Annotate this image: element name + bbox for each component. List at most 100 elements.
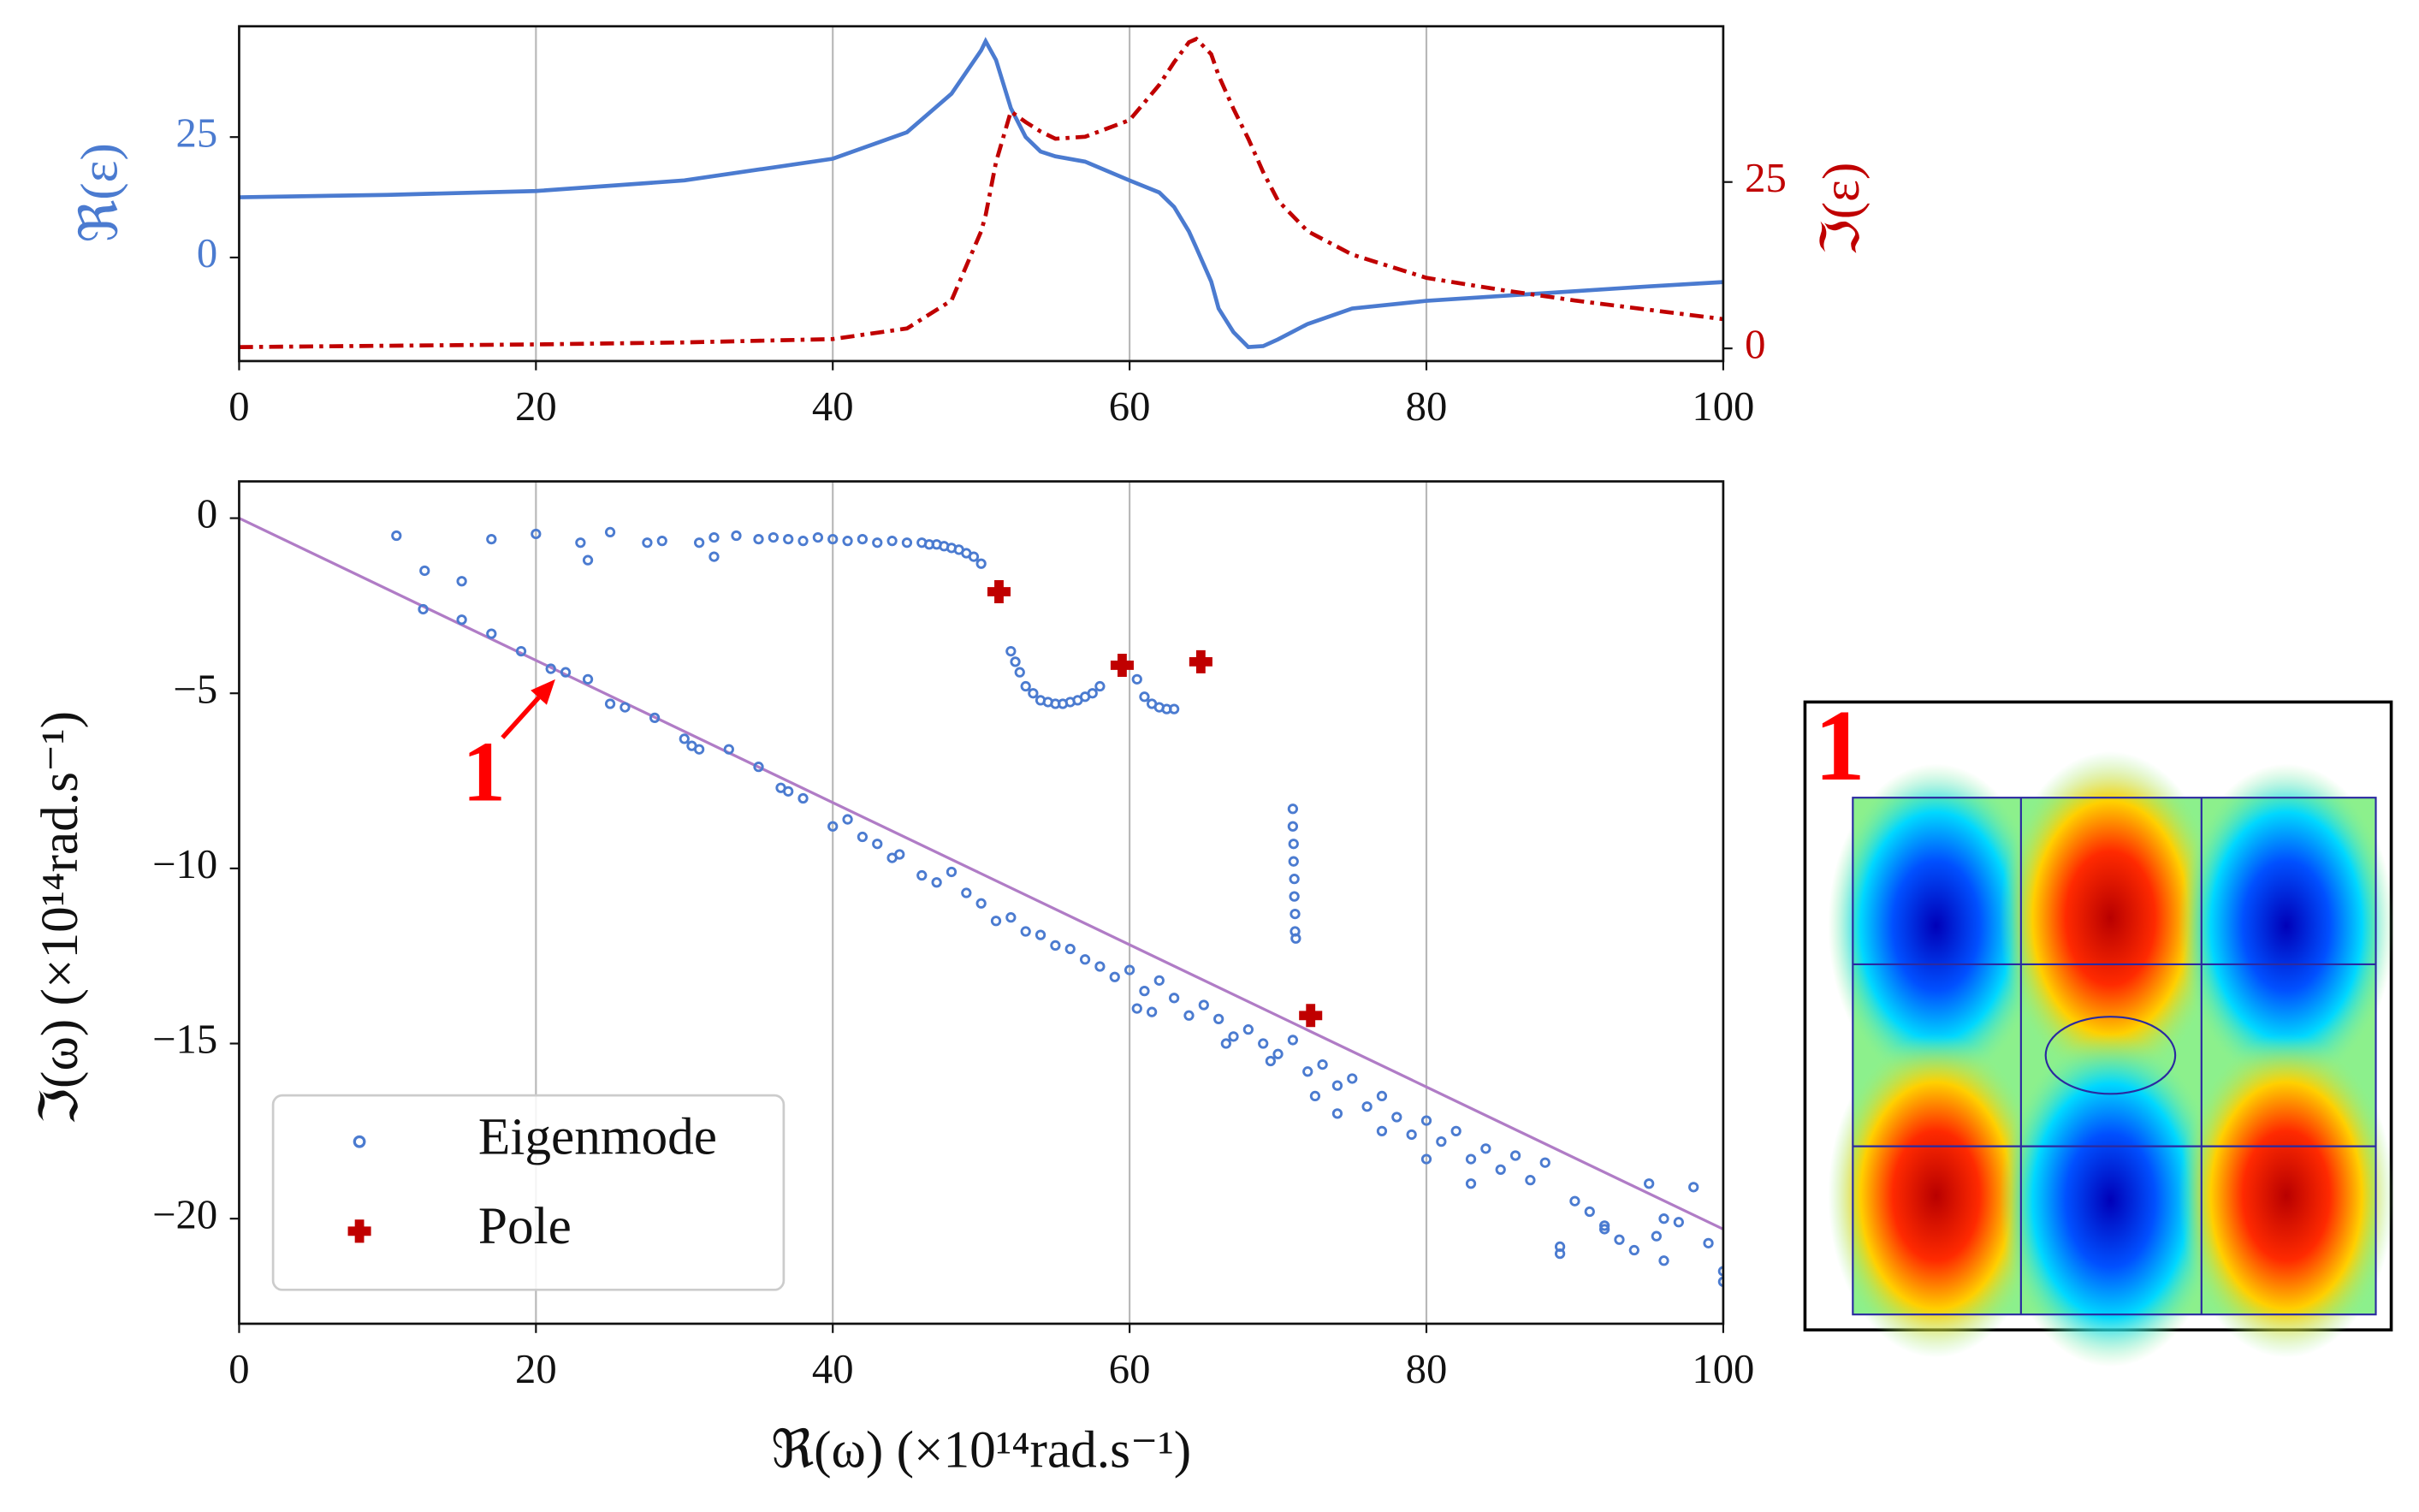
eigenmode-marker (1287, 803, 1299, 815)
eigenmode-marker (975, 898, 987, 909)
eigenmode-marker (1109, 971, 1120, 982)
eigenmode-marker (486, 628, 497, 639)
y-tick-label: −15 (152, 1017, 217, 1063)
data-line (239, 36, 1724, 349)
eigenmode-marker (1169, 703, 1180, 714)
x-tick-label: 40 (812, 1346, 854, 1392)
eigenmode-marker (1673, 1217, 1684, 1228)
eigenmode-marker (1480, 1143, 1491, 1154)
eigenmode-marker (916, 869, 928, 881)
x-tick-label: 0 (228, 1346, 249, 1392)
eigenmode-marker (1644, 1178, 1655, 1189)
eigenmode-marker (1220, 1038, 1231, 1049)
eigenmode-marker (753, 762, 764, 773)
axes-frame (238, 25, 1725, 363)
eigenmode-marker (456, 614, 467, 626)
annotation-arrow-shaft (501, 696, 541, 739)
eigenmode-marker (768, 531, 779, 543)
eigenmode-marker (797, 536, 809, 547)
eigenmode-marker (1020, 680, 1031, 692)
eigenmode-marker (693, 537, 705, 548)
eigenmode-marker (620, 702, 631, 713)
data-line (239, 37, 1724, 350)
eigenmode-marker (1436, 1136, 1447, 1147)
x-tick-label: 80 (1406, 383, 1448, 430)
eigenmode-marker (842, 536, 853, 547)
eigenmode-marker (961, 887, 972, 898)
eigenmode-marker (1420, 1115, 1432, 1126)
pole-marker (987, 579, 1011, 604)
eigenmode-marker (1094, 961, 1106, 972)
eigenmode-marker (723, 744, 734, 755)
eigenmode-marker (1258, 1038, 1269, 1049)
eigenmode-marker (1465, 1153, 1477, 1165)
eigenmode-marker (1584, 1206, 1595, 1218)
x-tick-label: 40 (812, 383, 854, 430)
eigenmode-marker (1079, 954, 1091, 965)
eigenmode-marker (709, 551, 720, 562)
eigenmode-marker (531, 528, 542, 540)
eigenmode-marker (797, 792, 809, 804)
eigenmode-marker (456, 576, 467, 587)
eigenmode-marker (1465, 1178, 1477, 1189)
eigenmode-marker (1094, 680, 1106, 692)
y-tick-label: 0 (197, 230, 217, 276)
eigenmode-marker (946, 866, 958, 878)
eigenmode-marker (1289, 874, 1300, 885)
eigenmode-marker (1717, 1266, 1723, 1277)
eigenmode-marker (1658, 1255, 1669, 1266)
eigenmode-marker (1272, 1048, 1284, 1059)
eigenmode-marker (1628, 1244, 1639, 1256)
eigenmode-marker (1050, 940, 1061, 952)
eigenmode-marker (731, 530, 742, 542)
legend-label: Eigenmode (478, 1107, 717, 1165)
y-tick-label: −10 (152, 841, 217, 887)
eigenmode-marker (1569, 1195, 1580, 1207)
x-tick-label: 80 (1406, 1346, 1448, 1392)
eigenmode-marker (560, 667, 572, 678)
eigenmode-marker (545, 663, 556, 674)
eigenmode-marker (886, 536, 898, 547)
eigenmode-marker (679, 733, 690, 744)
legend-frame (271, 1094, 786, 1291)
eigenmode-marker (1242, 1024, 1254, 1035)
y2-tick-label: 0 (1745, 321, 1765, 367)
eigenmode-marker (1028, 688, 1039, 699)
eigenmode-marker (391, 530, 402, 542)
eigenmode-marker (1131, 673, 1142, 685)
eigenmode-marker (1139, 986, 1150, 997)
y-axis-label: ℜ(ε) (71, 143, 129, 242)
eigenmode-marker (1035, 929, 1046, 940)
eigenmode-marker (990, 916, 1002, 927)
eigenmode-marker (1169, 993, 1180, 1004)
annotation-arrow-head (531, 679, 555, 705)
eigenmode-marker (894, 849, 905, 860)
top-panel: 0 20 40 60 80 100 0 25 0 25 ℑ(ε) ℜ(ε) (71, 25, 1871, 430)
pole-marker (1110, 653, 1134, 677)
x-tick-label: 20 (515, 1346, 557, 1392)
eigenmode-marker (1376, 1125, 1388, 1136)
y2-tick-label: 25 (1745, 155, 1787, 201)
x-tick-label: 0 (228, 383, 249, 430)
eigenmode-marker (604, 698, 616, 709)
eigenmode-marker (827, 533, 839, 545)
eigenmode-marker (1658, 1213, 1669, 1224)
eigenmode-marker (1153, 975, 1165, 986)
eigenmode-marker (1005, 645, 1017, 657)
eigenmode-marker (1020, 926, 1031, 937)
eigenmode-marker (872, 537, 883, 548)
eigenmode-marker (1717, 1276, 1723, 1287)
eigenmode-marker (783, 786, 794, 797)
eigenmode-marker (1495, 1164, 1506, 1176)
pole-marker (1299, 1004, 1323, 1028)
eigenmode-marker (1331, 1108, 1343, 1119)
eigenmode-marker (872, 839, 883, 850)
eigenmode-marker (812, 531, 824, 543)
eigenmode-marker (1131, 1003, 1142, 1014)
x-tick-label: 60 (1109, 383, 1151, 430)
eigenmode-marker (1554, 1248, 1566, 1260)
eigenmode-marker (1064, 943, 1076, 955)
inset-label: 1 (1814, 689, 1865, 802)
eigenmode-marker (1509, 1150, 1521, 1161)
